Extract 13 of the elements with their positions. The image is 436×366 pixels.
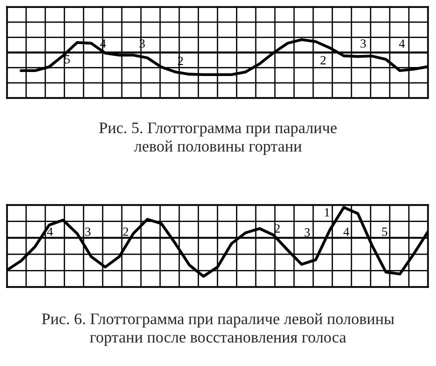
text: Рис. 5. Глоттограмма при параличе левой половины гортани <box>99 122 337 155</box>
text: Рис. 6. Глоттограмма при параличе левой половины гортани после восстановления голоса <box>42 313 394 346</box>
annotation: 3 <box>360 39 366 48</box>
annotation: 1 <box>324 208 330 216</box>
annotation: 4 <box>47 228 53 236</box>
annotation: 4 <box>399 39 405 48</box>
annotation: 4 <box>343 228 350 236</box>
annotation: 2 <box>320 56 326 64</box>
annotation: 5 <box>382 228 388 236</box>
annotation: 3 <box>85 228 90 236</box>
annotation: 2 <box>123 228 128 236</box>
annotation: 3 <box>304 228 310 237</box>
annotation: 5 <box>64 55 70 64</box>
